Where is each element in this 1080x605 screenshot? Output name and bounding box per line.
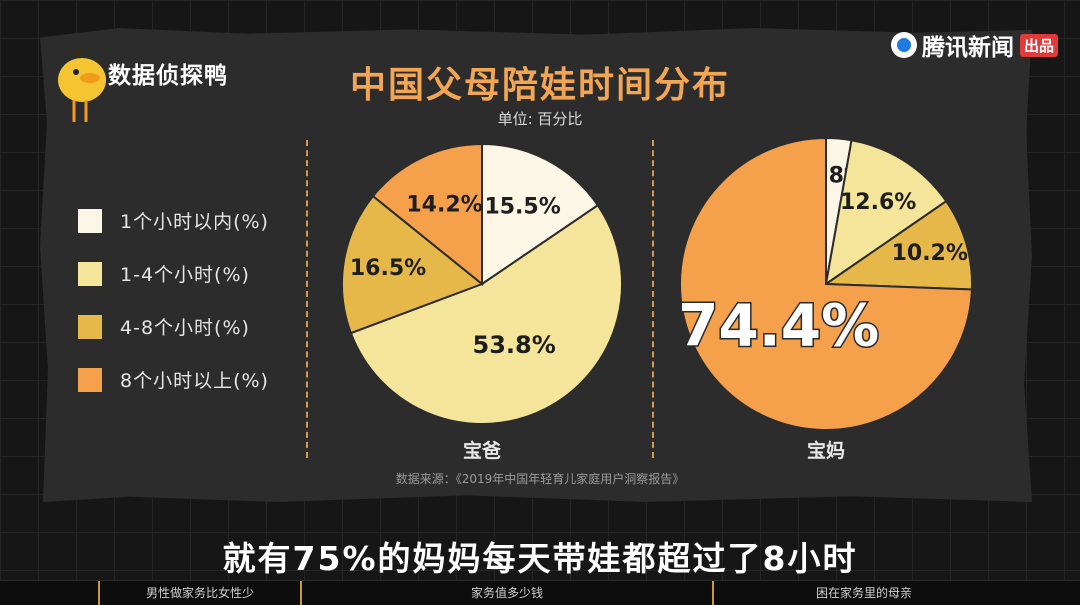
pie-slice [349, 203, 623, 425]
nav-separator [712, 581, 714, 605]
pie-data-label: 16.5% [350, 256, 426, 281]
legend-label: 8个小时以上(%) [120, 370, 269, 392]
legend-swatch [78, 208, 102, 233]
pie-slice [341, 194, 484, 335]
subtitle-caption: 就有75%的妈妈每天带娃都超过了8小时 [222, 539, 858, 578]
nav-separator [98, 581, 100, 605]
data-source: 数据来源：《2019年中国年轻育儿家庭用户洞察报告》 [395, 472, 685, 486]
pie-slice [481, 142, 600, 286]
legend-label: 4-8个小时(%) [120, 317, 250, 339]
divider-left [306, 140, 308, 458]
pie-caption-mom: 宝妈 [806, 440, 845, 462]
pie-slice [679, 136, 973, 431]
legend-swatch [78, 314, 102, 339]
pie-data-label: 12.6% [840, 190, 916, 215]
bottom-nav: 男性做家务比女性少 家务值多少钱 困在家务里的母亲 [0, 580, 1080, 605]
pie-caption-dad: 宝爸 [462, 440, 501, 462]
brand: 腾讯新闻 出品 [890, 28, 1058, 62]
pie-data-label: 10.2% [892, 241, 968, 266]
nav-item-trapped-mothers[interactable]: 困在家务里的母亲 [815, 586, 912, 600]
brand-text: 腾讯新闻 [921, 35, 1014, 61]
legend-item: 1个小时以内(%) [78, 194, 269, 247]
pie-data-label: 74.4% [678, 292, 879, 360]
legend-item: 4-8个小时(%) [78, 300, 269, 353]
legend-item: 1-4个小时(%) [78, 247, 269, 300]
pie-slice [822, 199, 973, 291]
nav-item-housework-value[interactable]: 家务值多少钱 [470, 586, 543, 600]
duck-logo-icon [58, 49, 106, 122]
brand-badge: 出品 [1019, 33, 1058, 57]
pie-slice [371, 142, 483, 287]
logo-text: 数据侦探鸭 [108, 63, 228, 89]
legend: 1个小时以内(%) 1-4个小时(%) 4-8个小时(%) 8个小时以上(%) [78, 194, 269, 406]
pie-slice [824, 139, 948, 287]
pie-data-label: 15.5% [484, 194, 560, 219]
divider-right [652, 140, 654, 458]
nav-separator [300, 581, 302, 605]
tencent-news-icon [890, 32, 917, 58]
chart-title: 中国父母陪娃时间分布 [349, 65, 730, 106]
legend-label: 1个小时以内(%) [120, 211, 269, 233]
nav-item-men-housework[interactable]: 男性做家务比女性少 [145, 586, 254, 600]
chart-subtitle: 单位: 百分比 [497, 110, 583, 128]
legend-item: 8个小时以上(%) [78, 353, 269, 406]
pie-data-label: 14.2% [406, 193, 482, 218]
pie-data-label: 53.8% [473, 331, 556, 359]
legend-swatch [78, 261, 102, 286]
legend-swatch [78, 367, 102, 392]
legend-label: 1-4个小时(%) [120, 264, 250, 286]
